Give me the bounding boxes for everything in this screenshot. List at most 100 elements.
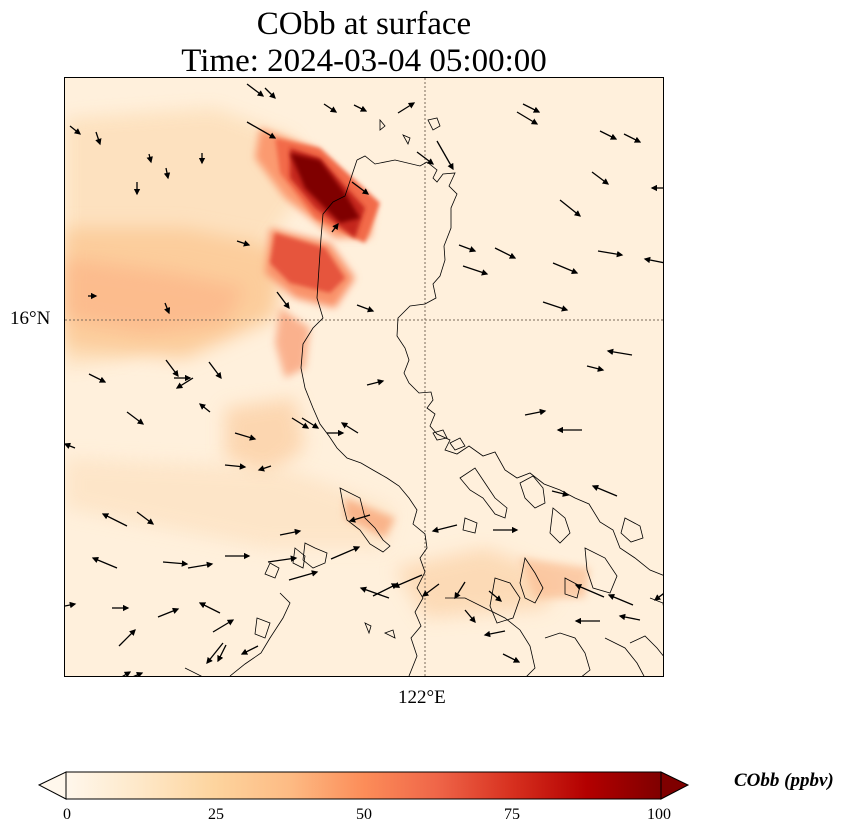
map-canvas	[65, 78, 663, 676]
wind-vector-arrow	[542, 301, 569, 312]
wind-vector-arrow	[516, 111, 539, 125]
wind-vector-arrow	[488, 590, 502, 602]
wind-vector-arrow	[88, 373, 107, 383]
wind-vector-arrow	[206, 642, 224, 665]
wind-vector-arrow	[288, 570, 319, 581]
wind-vector-arrow	[175, 377, 194, 389]
colorbar-tick-50: 50	[356, 806, 372, 823]
wind-vector-arrow	[91, 557, 118, 569]
colorbar-gradient	[65, 771, 662, 800]
wind-vector-arrow	[574, 584, 605, 598]
wind-vector-arrow	[236, 240, 251, 247]
wind-vector-arrow	[623, 133, 642, 143]
wind-vector-arrow	[164, 302, 171, 315]
wind-vector-arrow	[291, 417, 310, 429]
wind-vector-arrow	[187, 561, 214, 569]
wind-vector-arrow	[136, 511, 155, 525]
wind-vector-arrow	[552, 262, 579, 274]
wind-vector-arrow	[118, 629, 136, 647]
wind-vector-arrow	[591, 485, 618, 497]
colorbar-label: CObb (ppbv)	[734, 770, 834, 791]
wind-vector-arrow	[126, 411, 145, 425]
wind-vector-arrow	[122, 671, 132, 676]
colorbar-min-extend	[38, 771, 67, 800]
wind-vector-arrow	[165, 359, 179, 378]
wind-vector-arrow	[257, 465, 272, 472]
wind-vector-arrow	[217, 644, 227, 663]
wind-vector-arrow	[597, 250, 624, 258]
wind-vector-arrow	[351, 181, 370, 195]
colorbar-tick-0: 0	[63, 806, 71, 823]
map-subtitle-time: Time: 2024-03-04 05:00:00	[181, 43, 547, 79]
colorbar-max-extend	[660, 771, 690, 800]
wind-vector-arrow	[392, 574, 423, 588]
colorbar-tick-100: 100	[647, 806, 671, 823]
wind-vector-arrow	[95, 131, 102, 146]
wind-vector-arrow	[618, 613, 641, 621]
map-panel	[64, 77, 664, 677]
wind-vector-arrow	[524, 408, 547, 416]
wind-vector-arrow	[133, 672, 144, 676]
wind-vector-arrow	[607, 594, 634, 606]
wind-vector-arrow	[65, 442, 76, 449]
wind-vector-arrow	[198, 602, 221, 614]
wind-vector-arrow	[65, 601, 77, 609]
wind-vector-arrow	[348, 514, 371, 523]
wind-vector-arrow	[421, 583, 440, 597]
wind-vector-arrow	[301, 417, 320, 429]
gridlines	[65, 78, 663, 676]
wind-vector-arrow	[431, 524, 458, 533]
wind-vector-arrow	[157, 607, 180, 618]
wind-vectors	[65, 83, 663, 676]
wind-vector-arrow	[606, 348, 633, 356]
wind-vector-arrow	[586, 365, 605, 372]
wind-vector-arrow	[208, 361, 222, 380]
wind-vector-arrow	[464, 609, 476, 623]
wind-vector-arrow	[522, 103, 541, 113]
wind-vector-arrow	[224, 463, 247, 470]
wind-vector-arrow	[494, 247, 517, 259]
wind-vector-arrow	[212, 619, 235, 633]
wind-vector-arrow	[483, 630, 506, 638]
wind-vector-arrow	[234, 432, 257, 441]
colorbar-tick-25: 25	[208, 806, 224, 823]
wind-vector-arrow	[264, 87, 276, 99]
map-title: CObb at surface	[256, 6, 472, 42]
wind-vector-arrow	[462, 265, 489, 276]
wind-vector-arrow	[599, 130, 618, 140]
wind-vector-arrow	[356, 304, 375, 313]
wind-vector-arrow	[436, 140, 454, 171]
wind-vector-arrow	[416, 151, 435, 165]
wind-vector-arrow	[397, 102, 416, 114]
wind-vector-arrow	[502, 653, 521, 663]
wind-vector-arrow	[340, 422, 359, 434]
wind-vector-arrow	[458, 244, 477, 253]
wind-vector-arrow	[163, 167, 171, 180]
wind-vector-arrow	[454, 581, 466, 600]
wind-vector-arrow	[267, 555, 298, 563]
wind-vector-arrow	[559, 199, 582, 217]
wind-vector-arrow	[101, 513, 128, 527]
wind-vector-arrow	[323, 103, 338, 113]
wind-vector-arrow	[359, 586, 390, 599]
wind-vector-arrow	[279, 528, 302, 536]
wind-vector-arrow	[331, 222, 339, 233]
wind-vector-arrow	[653, 593, 663, 601]
wind-vector-arrow	[246, 121, 277, 139]
wind-vector-arrow	[591, 171, 610, 185]
concentration-field	[65, 108, 590, 618]
wind-vector-arrow	[246, 83, 265, 97]
wind-vector-arrow	[643, 256, 663, 264]
colorbar	[38, 771, 690, 800]
wind-vector-arrow	[366, 379, 385, 386]
wind-vector-arrow	[330, 546, 361, 560]
latitude-tick-label: 16°N	[10, 308, 51, 329]
wind-vector-arrow	[69, 125, 82, 135]
wind-vector-arrow	[146, 153, 153, 164]
coastlines	[184, 117, 663, 676]
colorbar-tick-75: 75	[504, 806, 520, 823]
wind-vector-arrow	[240, 645, 259, 655]
wind-vector-arrow	[198, 403, 211, 413]
wind-vector-arrow	[162, 560, 189, 567]
wind-vector-arrow	[551, 490, 570, 497]
